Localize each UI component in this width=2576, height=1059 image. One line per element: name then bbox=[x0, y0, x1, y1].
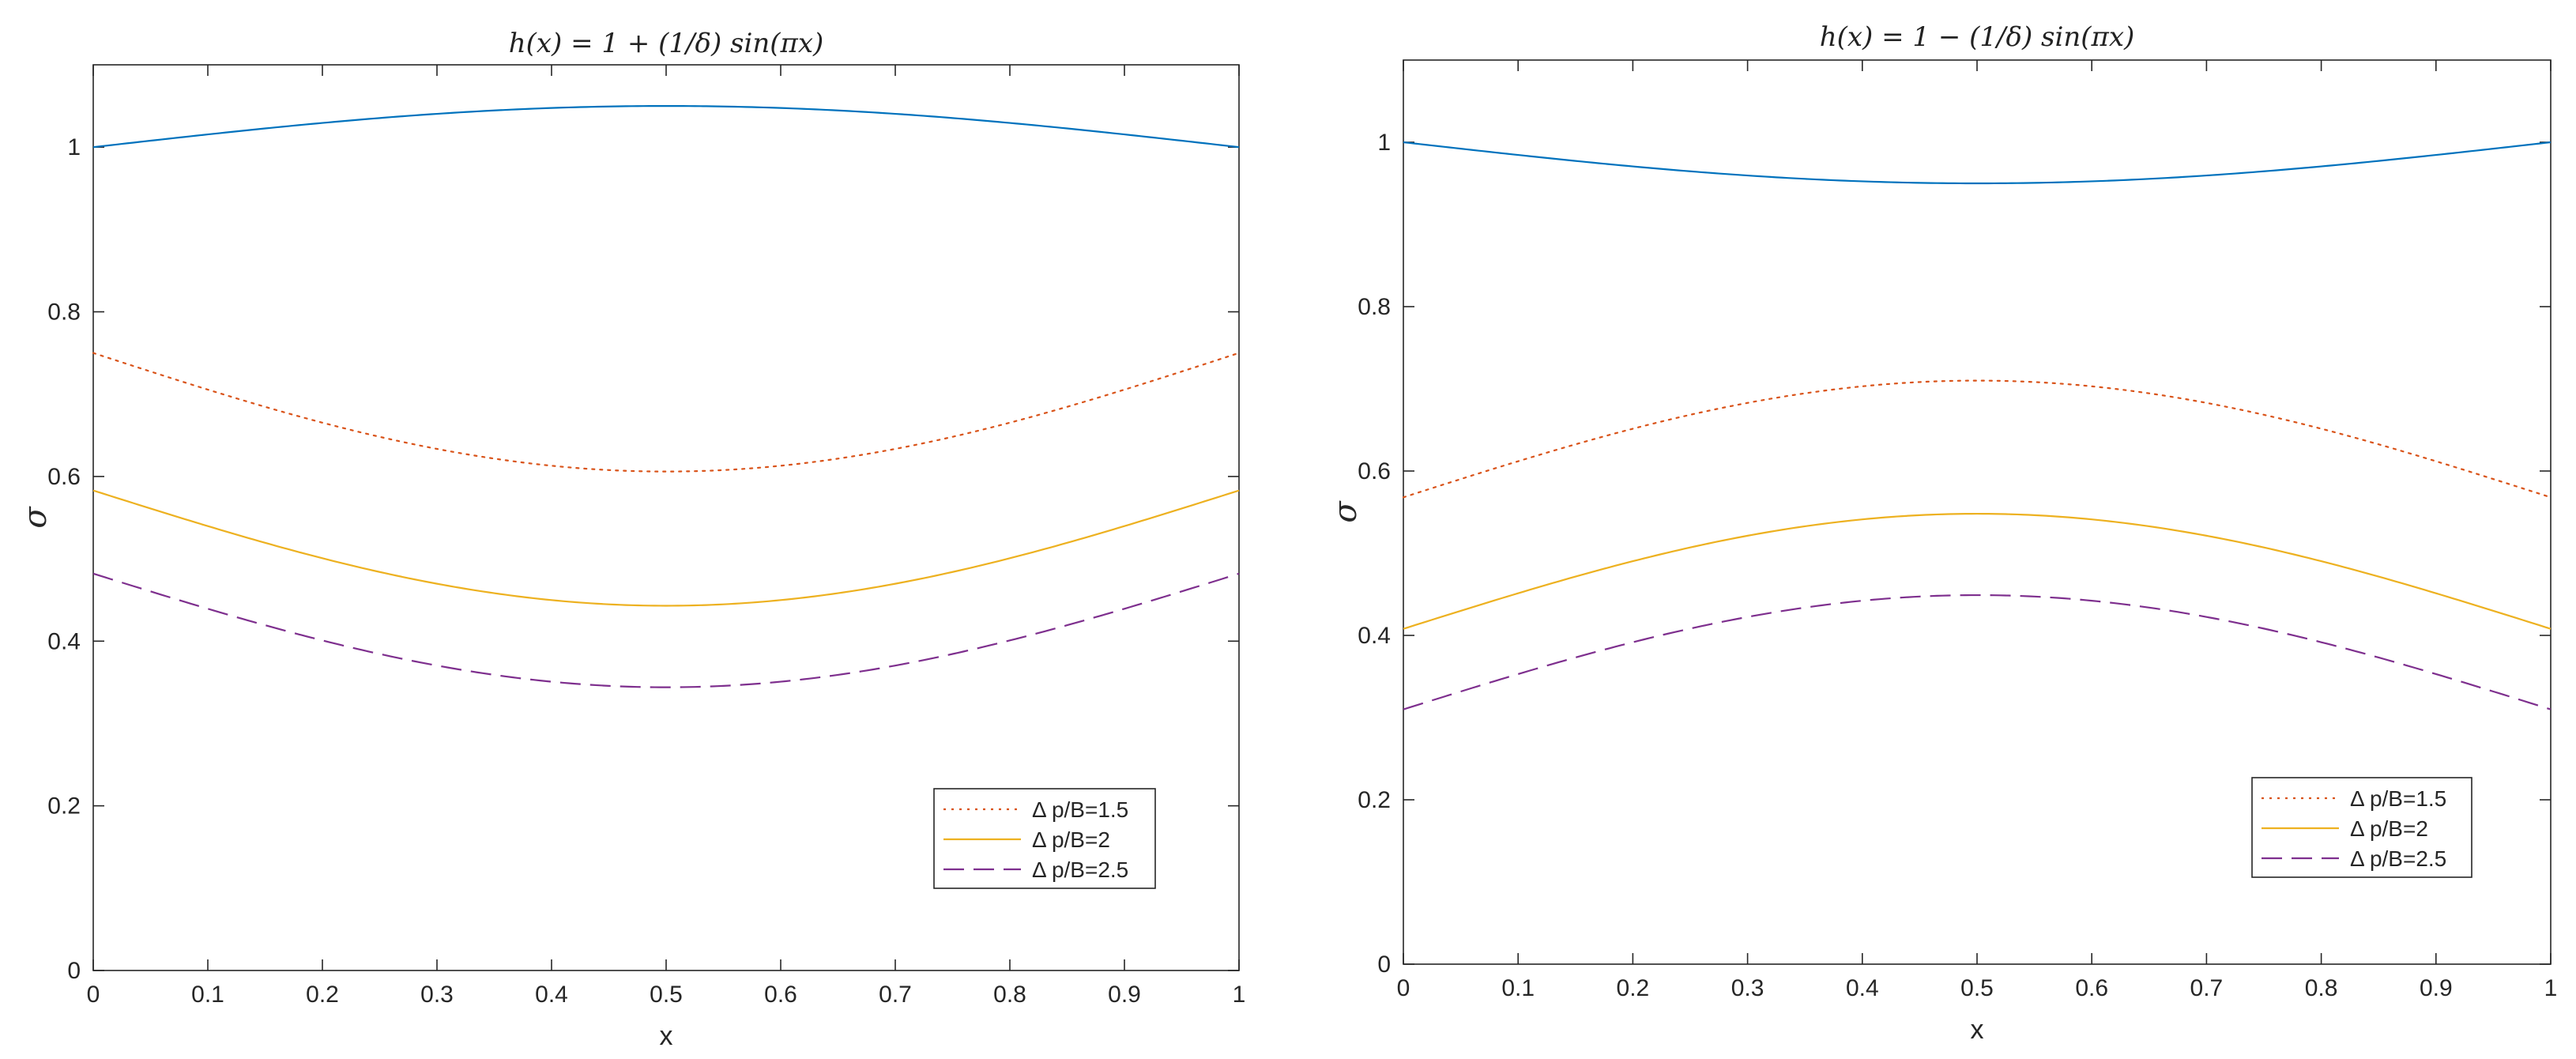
y-axis-label: σ bbox=[17, 506, 54, 529]
x-tick-label: 0.9 bbox=[1108, 982, 1141, 1008]
series-line-0 bbox=[1403, 141, 2552, 185]
legend-label: Δ p/B=2 bbox=[1032, 827, 1110, 852]
legend-label: Δ p/B=1.5 bbox=[1032, 797, 1128, 822]
x-tick-label: 0.6 bbox=[2075, 975, 2108, 1001]
series-line-0 bbox=[92, 104, 1240, 149]
x-tick-label: 0.9 bbox=[2420, 975, 2453, 1001]
left-chart: 0 0.1 0.2 0.3 0.4 0.5 0.6 0.7 0.8 0.9 1 0 0.2 0.4 0.6 0… bbox=[17, 28, 1245, 1051]
x-tick-label: 0.4 bbox=[1846, 975, 1879, 1001]
x-axis-label: x bbox=[1971, 1015, 1984, 1045]
y-tick-label: 1 bbox=[1377, 130, 1391, 156]
y-tick-label: 0.6 bbox=[1358, 458, 1391, 484]
y-tick-label: 0.2 bbox=[47, 793, 81, 820]
x-tick-label: 0.7 bbox=[879, 982, 912, 1008]
x-tick-label: 0.5 bbox=[650, 982, 683, 1008]
x-tick-label: 1 bbox=[2544, 975, 2558, 1001]
x-tick-label: 0.3 bbox=[420, 982, 454, 1008]
series-line-1 bbox=[1402, 379, 2552, 499]
x-tick-label: 0.6 bbox=[764, 982, 797, 1008]
series-line-2 bbox=[1403, 512, 2552, 630]
legend-label: Δ p/B=2 bbox=[2350, 816, 2428, 841]
x-tick-label: 0.1 bbox=[191, 982, 224, 1008]
y-tick-label: 0.8 bbox=[47, 300, 81, 326]
y-tick-label: 0 bbox=[67, 958, 81, 984]
series-line-3 bbox=[1403, 594, 2552, 710]
y-tick-label: 0.6 bbox=[47, 464, 81, 490]
series-line-2 bbox=[92, 489, 1240, 607]
y-axis-label: σ bbox=[1328, 500, 1364, 523]
x-tick-label: 0.8 bbox=[2305, 975, 2338, 1001]
right-chart: 0 0.1 0.2 0.3 0.4 0.5 0.6 0.7 0.8 0.9 1 0 0.2 0.4 0.6 0… bbox=[1328, 21, 2557, 1045]
x-tick-label: 0.1 bbox=[1501, 975, 1535, 1001]
y-tick-label: 0.2 bbox=[1358, 787, 1391, 813]
x-tick-label: 1 bbox=[1233, 982, 1246, 1008]
y-tick-label: 0.4 bbox=[1358, 623, 1391, 649]
x-tick-label: 0.2 bbox=[1617, 975, 1650, 1001]
x-axis-label: x bbox=[660, 1021, 673, 1051]
x-tick-label: 0.7 bbox=[2190, 975, 2224, 1001]
chart-title: h(x) = 1 − (1/δ) sin(πx) bbox=[1820, 21, 2135, 53]
x-tick-label: 0.8 bbox=[993, 982, 1026, 1008]
legend-label: Δ p/B=2.5 bbox=[2350, 846, 2446, 871]
x-tick-label: 0.3 bbox=[1731, 975, 1764, 1001]
y-tick-label: 1 bbox=[67, 134, 81, 160]
x-tick-label: 0.2 bbox=[306, 982, 339, 1008]
x-tick-label: 0 bbox=[1397, 975, 1410, 1001]
x-tick-label: 0 bbox=[87, 982, 100, 1008]
legend-label: Δ p/B=1.5 bbox=[2350, 786, 2446, 811]
legend: Δ p/B=1.5 Δ p/B=2 Δ p/B=2.5 bbox=[933, 788, 1156, 889]
x-tick-label: 0.4 bbox=[535, 982, 568, 1008]
x-tick-label: 0.5 bbox=[1960, 975, 1994, 1001]
legend-label: Δ p/B=2.5 bbox=[1032, 857, 1128, 882]
chart-title: h(x) = 1 + (1/δ) sin(πx) bbox=[509, 28, 824, 59]
series-line-3 bbox=[92, 572, 1240, 688]
legend: Δ p/B=1.5 Δ p/B=2 Δ p/B=2.5 bbox=[2251, 777, 2472, 878]
y-tick-label: 0 bbox=[1377, 952, 1391, 978]
y-tick-label: 0.8 bbox=[1358, 294, 1391, 320]
y-tick-label: 0.4 bbox=[47, 628, 81, 654]
series-line-1 bbox=[92, 352, 1241, 473]
